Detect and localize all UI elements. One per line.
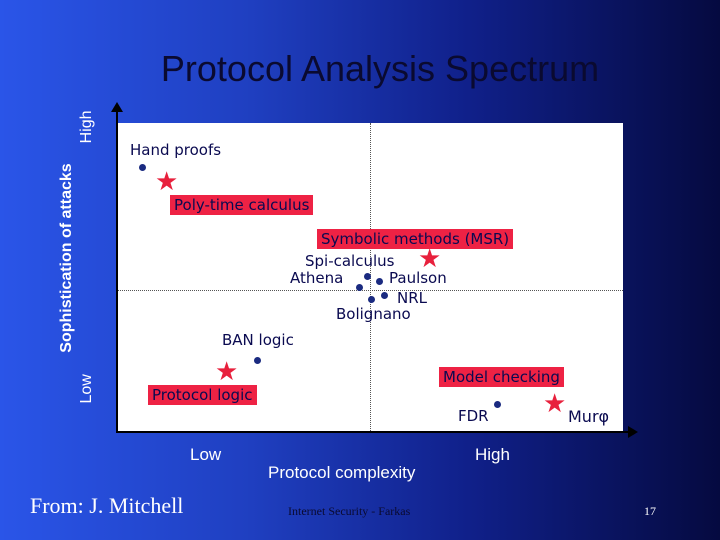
- y-axis-line: [116, 110, 118, 433]
- protocol-logic-star-icon: ★: [215, 356, 239, 386]
- bolignano-label: Bolignano: [336, 305, 411, 323]
- x-axis-high-label: High: [475, 445, 510, 464]
- x-axis-title: Protocol complexity: [268, 463, 416, 482]
- symbolic-methods-label: Symbolic methods (MSR): [317, 229, 514, 249]
- poly-time-calculus-label: Poly-time calculus: [170, 195, 314, 215]
- x-axis-low-label: Low: [190, 445, 222, 464]
- fdr-dot: [494, 401, 501, 408]
- hand-proofs-star-icon: ★: [155, 166, 179, 196]
- murphi-star-icon: ★: [543, 388, 567, 418]
- athena-label: Athena: [290, 269, 344, 287]
- page-number: 17: [644, 504, 656, 518]
- y-axis-high-label: High: [78, 110, 95, 143]
- murphi-label: Murφ: [568, 407, 610, 426]
- symbolic-methods-star-icon: ★: [418, 243, 442, 273]
- x-axis-arrow: [628, 426, 638, 438]
- athena-dot: [364, 273, 371, 280]
- source-credit: From: J. Mitchell: [30, 493, 184, 518]
- protocol-logic-label: Protocol logic: [148, 385, 257, 405]
- x-axis-line: [116, 431, 630, 433]
- y-axis-title: Sophistication of attacks: [58, 162, 75, 353]
- ban-logic-dot: [254, 357, 261, 364]
- paulson-label: Paulson: [389, 269, 447, 287]
- nrl-dot: [381, 292, 388, 299]
- horizontal-divider: [118, 290, 623, 291]
- fdr-label: FDR: [458, 407, 489, 425]
- hand-proofs-dot: [139, 164, 146, 171]
- ban-logic-label: BAN logic: [222, 331, 294, 349]
- y-axis-arrow: [111, 102, 123, 112]
- bolignano-dot: [368, 296, 375, 303]
- hand-proofs-label: Hand proofs: [130, 141, 222, 159]
- spi-calculus-label: Spi-calculus: [305, 252, 395, 270]
- nrl-label: NRL: [397, 289, 427, 307]
- paulson-dot: [376, 278, 383, 285]
- y-axis-low-label: Low: [78, 373, 95, 403]
- model-checking-label: Model checking: [439, 367, 564, 387]
- y-axis-label: Sophistication of attacks Low High: [30, 110, 130, 405]
- footer-text: Internet Security - Farkas: [288, 504, 411, 518]
- slide-title: Protocol Analysis Spectrum: [160, 48, 600, 89]
- athena-dot-2: [356, 284, 363, 291]
